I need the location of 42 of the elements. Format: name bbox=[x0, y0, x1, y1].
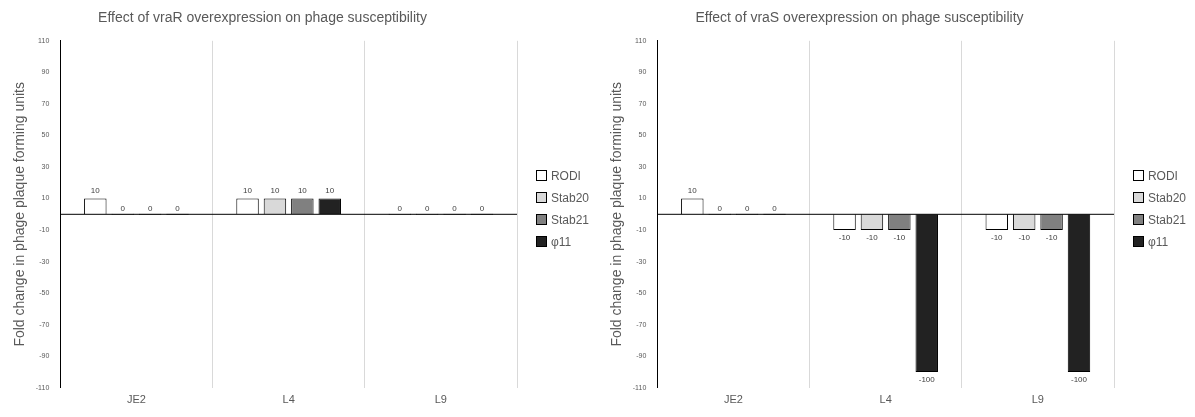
text: RODI bbox=[1147, 168, 1178, 183]
x-tick-label: L4 bbox=[282, 393, 295, 406]
chart-title: Effect of vraS overexpression on phage susceptibility bbox=[695, 9, 1024, 26]
x-tick-label: L9 bbox=[1031, 393, 1045, 406]
data-label: 10 bbox=[297, 185, 308, 195]
x-tick-label: L4 bbox=[879, 393, 892, 406]
legend-label: φ11 bbox=[1147, 234, 1169, 249]
data-label: 0 bbox=[479, 204, 485, 213]
data-label: 0 bbox=[147, 204, 153, 213]
x-tick-label: JE2 bbox=[126, 393, 146, 406]
data-label: 10 bbox=[687, 185, 698, 195]
data-label: -10 bbox=[866, 233, 879, 243]
data-label: 0 bbox=[120, 204, 126, 213]
data-label: 10 bbox=[325, 185, 335, 195]
legend-label: Stab20 bbox=[1147, 190, 1186, 205]
chart-title: Effect of vraR overexpression on phage susceptibility bbox=[98, 9, 427, 26]
y-axis-title: Fold change in phage plaque forming units bbox=[608, 81, 625, 347]
legend-label: φ11 bbox=[550, 234, 572, 249]
data-label: 10 bbox=[243, 185, 253, 195]
data-label: -10 bbox=[991, 233, 1004, 243]
text: RODI bbox=[550, 168, 581, 183]
data-label: 0 bbox=[452, 204, 458, 213]
data-label: 10 bbox=[90, 185, 101, 195]
data-label: -100 bbox=[918, 375, 936, 385]
data-label: -10 bbox=[1018, 233, 1031, 243]
data-label: 0 bbox=[717, 204, 723, 213]
y-axis-title: Fold change in phage plaque forming units bbox=[11, 81, 28, 347]
legend-label: Stab20 bbox=[550, 190, 589, 205]
data-label: -10 bbox=[1045, 233, 1058, 243]
data-label: 0 bbox=[424, 204, 430, 213]
legend-label: Stab21 bbox=[1147, 212, 1186, 227]
data-label: 10 bbox=[270, 185, 280, 195]
x-tick-label: JE2 bbox=[723, 393, 743, 406]
legend-label: Stab21 bbox=[550, 212, 589, 227]
data-label: 0 bbox=[397, 204, 403, 213]
data-label: -10 bbox=[838, 233, 851, 243]
x-tick-label: L9 bbox=[434, 393, 448, 406]
data-label: 0 bbox=[772, 204, 778, 213]
data-label: 0 bbox=[175, 204, 181, 213]
data-label: 0 bbox=[744, 204, 750, 213]
data-label: -10 bbox=[893, 233, 906, 243]
data-label: -100 bbox=[1070, 375, 1088, 385]
